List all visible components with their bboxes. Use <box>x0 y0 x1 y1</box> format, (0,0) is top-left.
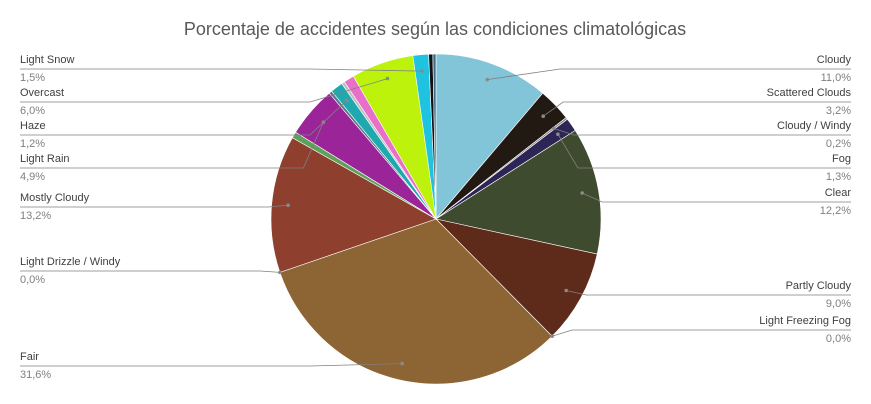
leader-dot-fair <box>400 361 404 366</box>
label-value-haze: 1,2% <box>20 138 45 150</box>
label-value-fair: 31,6% <box>20 369 51 381</box>
label-name-mostly-cloudy: Mostly Cloudy <box>20 192 90 204</box>
pie-slice-unlabeled-19 <box>432 53 437 220</box>
leader-line-scattered-clouds <box>542 101 851 117</box>
label-value-scattered-clouds: 3,2% <box>826 105 851 117</box>
label-name-light-freezing-fog: Light Freezing Fog <box>759 315 851 327</box>
label-value-cloudy-windy: 0,2% <box>826 138 851 150</box>
label-name-light-snow: Light Snow <box>20 54 74 66</box>
leader-line-light-drizzle-windy <box>20 270 280 273</box>
label-name-overcast: Overcast <box>20 87 64 99</box>
label-value-light-snow: 1,5% <box>20 72 45 84</box>
leader-line-cloudy-windy <box>553 128 851 136</box>
label-value-light-rain: 4,9% <box>20 171 45 183</box>
label-name-light-rain: Light Rain <box>20 153 70 165</box>
leader-dot-mostly-cloudy <box>286 203 290 207</box>
label-name-light-drizzle-windy: Light Drizzle / Windy <box>20 256 121 268</box>
label-name-haze: Haze <box>20 120 46 132</box>
leader-line-overcast <box>20 78 388 103</box>
label-value-light-freezing-fog: 0,0% <box>826 333 851 345</box>
label-value-light-drizzle-windy: 0,0% <box>20 274 45 286</box>
leader-dot-light-drizzle-windy <box>278 270 282 275</box>
leader-lines <box>20 68 851 367</box>
label-name-scattered-clouds: Scattered Clouds <box>767 87 852 99</box>
pie-slices <box>270 53 602 385</box>
label-name-fog: Fog <box>832 153 851 165</box>
chart-title: Porcentaje de accidentes según las condi… <box>184 19 686 39</box>
pie-slice-mostly-cloudy-9 <box>270 137 437 273</box>
leader-line-mostly-cloudy <box>20 204 289 208</box>
label-value-overcast: 6,0% <box>20 105 45 117</box>
label-value-mostly-cloudy: 13,2% <box>20 210 51 222</box>
label-value-cloudy: 11,0% <box>821 72 852 84</box>
pie-slice-cloudy-0 <box>435 53 544 220</box>
leader-line-clear <box>582 192 851 203</box>
label-name-partly-cloudy: Partly Cloudy <box>786 280 852 292</box>
leader-dot-overcast <box>385 76 390 81</box>
label-name-clear: Clear <box>825 187 852 199</box>
pie-slice-clear-4 <box>435 130 602 255</box>
pie-slice-partly-cloudy-5 <box>435 218 598 337</box>
pie-slice-fair-7 <box>279 218 553 385</box>
leader-line-light-freezing-fog <box>551 329 851 337</box>
data-labels: Cloudy 11,0% Scattered Clouds 3,2% Cloudy / … <box>20 54 851 381</box>
leader-line-partly-cloudy <box>566 290 851 296</box>
leader-line-fair <box>20 363 403 367</box>
label-value-fog: 1,3% <box>826 171 851 183</box>
leader-line-fog <box>557 133 851 169</box>
leader-line-cloudy <box>487 68 851 80</box>
leader-line-light-rain <box>20 122 324 169</box>
leader-line-light-snow <box>20 68 423 72</box>
label-name-cloudy: Cloudy <box>817 54 852 66</box>
label-value-clear: 12,2% <box>820 205 851 217</box>
label-name-fair: Fair <box>20 351 39 363</box>
label-value-partly-cloudy: 9,0% <box>826 298 851 310</box>
leader-line-haze <box>20 100 347 136</box>
label-name-cloudy-windy: Cloudy / Windy <box>777 120 851 132</box>
